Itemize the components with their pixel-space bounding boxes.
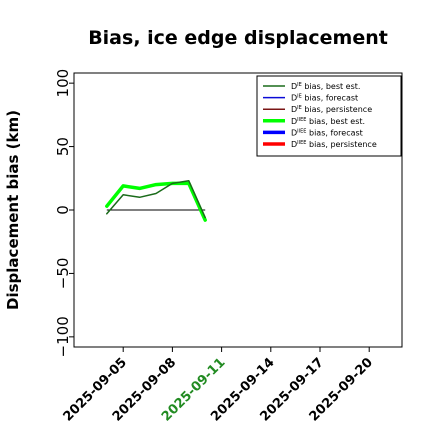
chart-title: Bias, ice edge displacement [88,27,388,49]
y-tick-label: 100 [54,69,72,98]
legend-label-d1-pers: DIE bias, persistence [291,105,372,114]
legend: DIE bias, best est. DIE bias, forecast DIE… [256,75,402,157]
legend-label-d2-fc: DIIEE bias, forecast [291,128,363,137]
legend-label-d1-best: DIE bias, best est. [291,82,360,91]
series-layer [105,180,207,222]
y-axis-label: Displacement bias (km) [4,110,22,310]
legend-label-d2-pers: DIIEE bias, persistence [291,140,377,149]
y-tick-label: 50 [54,137,72,156]
legend-label-d2-best: DIIEE bias, best est. [291,117,365,126]
y-tick-label: 0 [54,205,72,215]
series-line-d1-best [106,180,206,219]
y-tick-label: −50 [54,258,72,290]
series-line-d2-best [105,181,207,222]
legend-label-d1-fc: DIE bias, forecast [291,94,358,103]
y-tick-label: −100 [54,316,72,357]
